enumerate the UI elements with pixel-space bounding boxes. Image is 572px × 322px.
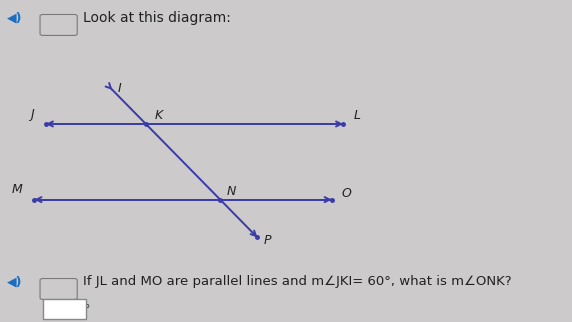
Text: A: A [55, 284, 62, 293]
Text: M: M [12, 184, 22, 196]
Text: L: L [354, 109, 361, 122]
Text: J: J [30, 108, 33, 121]
Text: A: A [55, 20, 62, 29]
Text: K: K [154, 109, 162, 122]
FancyBboxPatch shape [40, 279, 77, 299]
Text: Look at this diagram:: Look at this diagram: [83, 11, 231, 25]
Text: P: P [264, 234, 272, 247]
FancyBboxPatch shape [43, 299, 86, 319]
Text: I: I [117, 82, 121, 95]
FancyBboxPatch shape [40, 14, 77, 35]
Text: N: N [227, 185, 236, 198]
Text: °: ° [85, 304, 90, 314]
Text: ◀): ◀) [7, 275, 22, 288]
Text: O: O [341, 187, 351, 200]
Text: If JL and MO are parallel lines and m∠JKI= 60°, what is m∠ONK?: If JL and MO are parallel lines and m∠JK… [83, 275, 511, 288]
Text: ◀): ◀) [7, 11, 22, 24]
